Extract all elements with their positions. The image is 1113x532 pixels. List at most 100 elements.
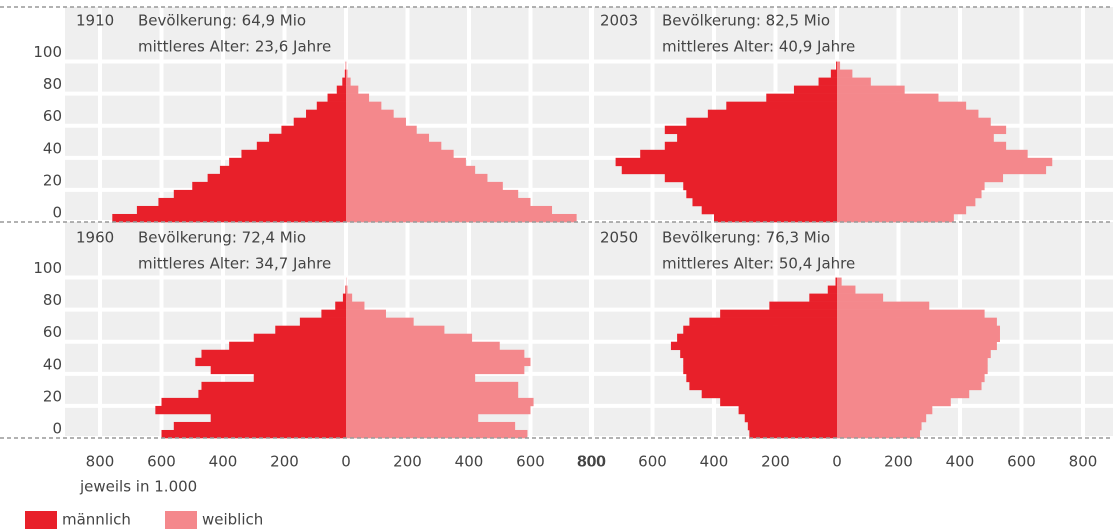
male-bar <box>809 293 837 302</box>
male-bar <box>275 325 346 335</box>
female-bar <box>837 421 922 431</box>
female-bar <box>346 309 386 318</box>
female-bar <box>837 413 927 423</box>
female-bar <box>837 149 1028 159</box>
y-tick-label: 0 <box>52 420 62 438</box>
x-tick-label: 800 <box>86 453 115 471</box>
female-bar <box>346 205 553 215</box>
female-bar <box>837 293 884 302</box>
female-bar <box>837 381 982 391</box>
male-bar <box>210 413 346 423</box>
male-bar <box>229 341 346 351</box>
female-bar <box>346 189 519 199</box>
female-bar <box>346 213 577 223</box>
panel-population: Bevölkerung: 72,4 Mio <box>138 229 306 247</box>
male-bar <box>201 349 346 359</box>
male-bar <box>112 213 346 223</box>
panel-median-age: mittleres Alter: 50,4 Jahre <box>662 255 855 273</box>
x-tick-label: 400 <box>946 453 975 471</box>
female-bar <box>346 69 348 78</box>
panel-population: Bevölkerung: 76,3 Mio <box>662 229 830 247</box>
male-bar <box>342 293 346 302</box>
panel-year: 2050 <box>600 229 638 247</box>
female-bar <box>837 373 985 383</box>
legend-swatch <box>165 511 197 529</box>
female-bar <box>837 213 954 223</box>
male-bar <box>253 373 346 383</box>
male-bar <box>835 277 837 286</box>
female-bar <box>837 109 979 119</box>
male-bar <box>207 173 346 183</box>
female-bar <box>346 373 476 383</box>
female-bar <box>837 349 991 359</box>
female-bar <box>346 117 406 127</box>
female-bar <box>837 85 905 94</box>
x-tick-label: 0 <box>341 453 351 471</box>
female-bar <box>346 285 348 294</box>
female-bar <box>346 173 488 183</box>
male-bar <box>229 157 346 167</box>
male-bar <box>336 85 346 94</box>
male-bar <box>306 109 346 119</box>
male-bar <box>747 421 837 431</box>
x-tick-label: 600 <box>1007 453 1036 471</box>
female-bar <box>346 357 531 367</box>
male-bar <box>344 69 346 78</box>
female-bar <box>837 285 856 294</box>
male-bar <box>136 205 346 215</box>
male-bar <box>714 213 837 223</box>
male-bar <box>680 349 837 359</box>
male-bar <box>327 93 346 102</box>
male-bar <box>689 317 837 326</box>
female-bar <box>346 157 466 167</box>
male-bar <box>726 101 837 110</box>
female-bar <box>837 429 921 439</box>
male-bar <box>686 117 837 127</box>
female-bar <box>837 365 988 375</box>
male-bar <box>342 77 346 86</box>
female-bar <box>346 77 351 86</box>
legend-label: weiblich <box>202 511 263 529</box>
male-bar <box>155 405 346 415</box>
female-bar <box>837 125 1007 135</box>
female-bar <box>346 133 430 143</box>
x-tick-label: 600 <box>638 453 667 471</box>
female-bar <box>346 85 359 94</box>
male-bar <box>766 93 837 102</box>
x-tick-label: 600 <box>147 453 176 471</box>
male-bar <box>701 389 837 399</box>
female-bar <box>837 157 1053 167</box>
male-bar <box>316 101 346 110</box>
female-bar <box>346 149 454 159</box>
male-bar <box>198 389 346 399</box>
female-bar <box>837 181 985 191</box>
male-bar <box>161 397 346 407</box>
female-bar <box>837 77 871 86</box>
female-bar <box>837 93 939 102</box>
x-tick-label: 400 <box>209 453 238 471</box>
female-bar <box>837 397 951 407</box>
male-bar <box>818 77 837 86</box>
male-bar <box>345 285 346 294</box>
female-bar <box>346 165 476 175</box>
male-bar <box>664 125 837 135</box>
y-tick-label: 100 <box>33 43 62 61</box>
male-bar <box>281 125 346 135</box>
female-bar <box>346 325 445 335</box>
x-tick-label: 200 <box>761 453 790 471</box>
y-tick-label: 60 <box>43 323 62 341</box>
y-tick-label: 80 <box>43 291 62 309</box>
male-bar <box>219 165 346 175</box>
male-bar <box>158 197 346 207</box>
panel-median-age: mittleres Alter: 40,9 Jahre <box>662 38 855 56</box>
male-bar <box>744 413 837 423</box>
y-tick-label: 80 <box>43 75 62 93</box>
female-bar <box>837 333 1000 343</box>
male-bar <box>827 285 837 294</box>
female-bar <box>346 125 417 135</box>
y-tick-label: 60 <box>43 107 62 125</box>
male-bar <box>293 117 346 127</box>
female-bar <box>346 389 519 399</box>
panel-year: 1910 <box>76 12 114 30</box>
